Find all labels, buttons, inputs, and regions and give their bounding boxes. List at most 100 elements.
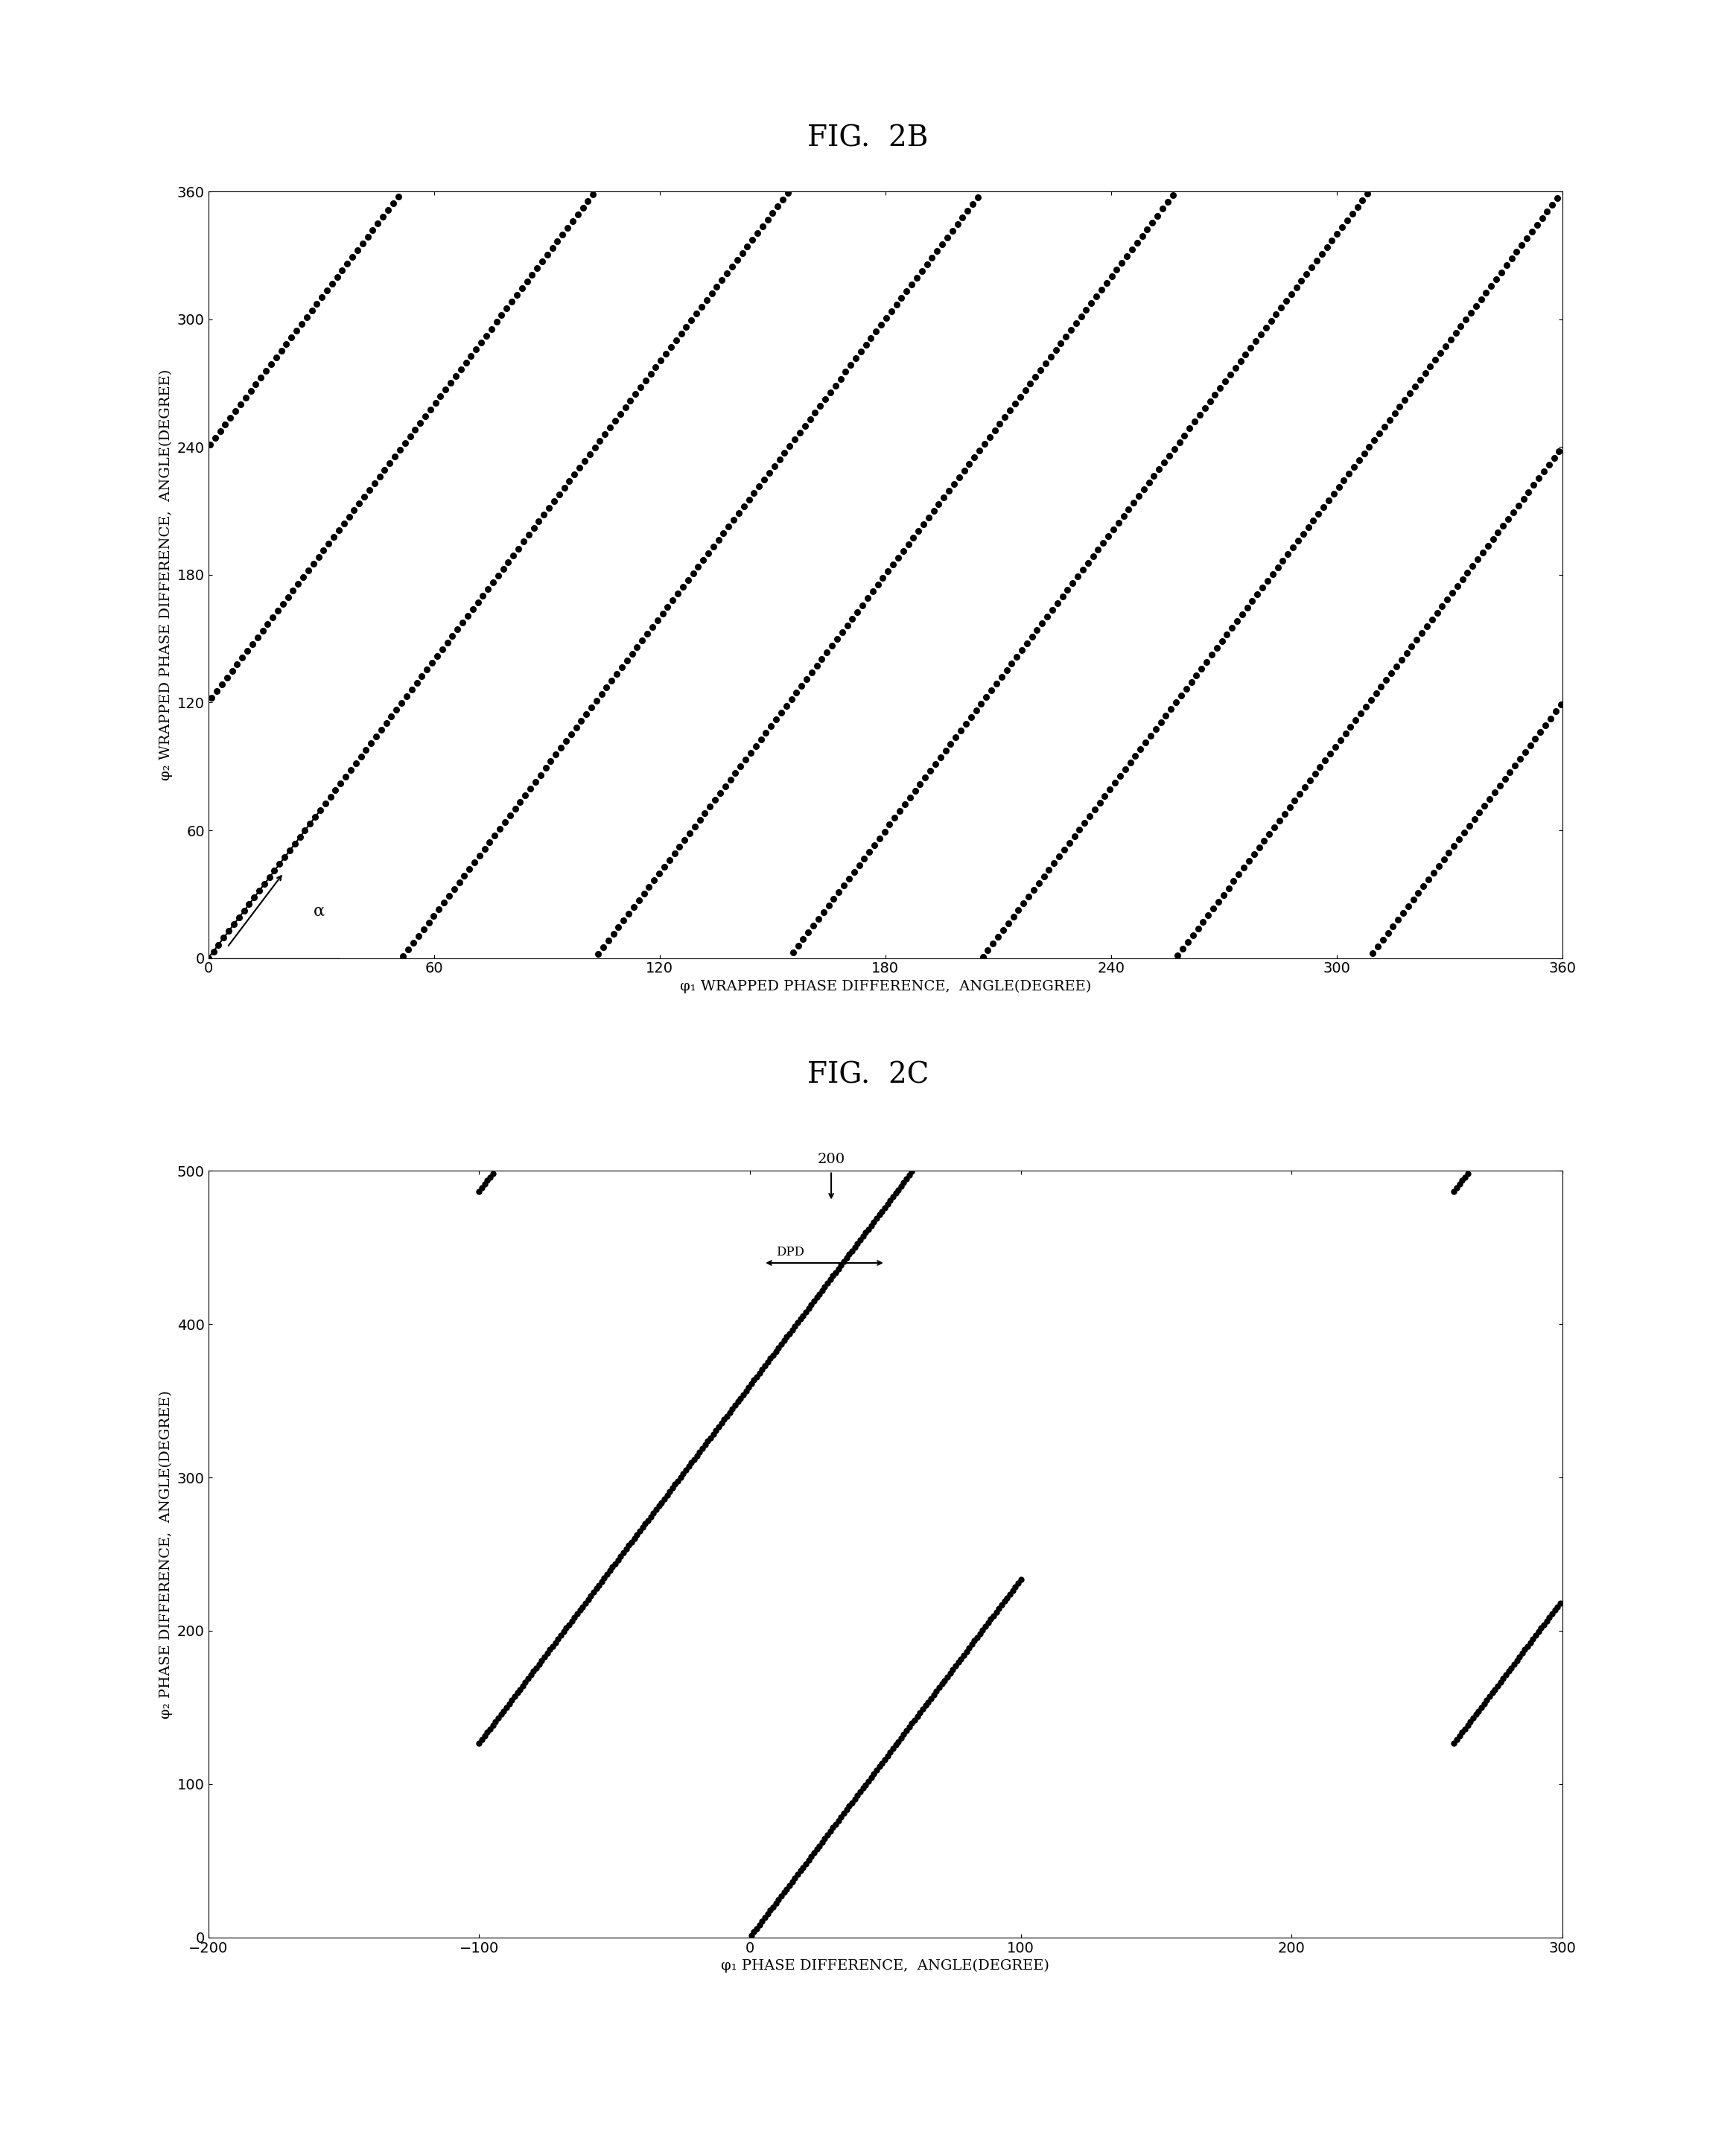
Point bbox=[625, 884, 653, 918]
Point bbox=[1146, 451, 1174, 485]
Point bbox=[1462, 1697, 1489, 1731]
Point bbox=[1290, 517, 1318, 551]
Point bbox=[943, 207, 970, 241]
Point bbox=[835, 1237, 863, 1271]
Y-axis label: φ₂ PHASE DIFFERENCE,  ANGLE(DEGREE): φ₂ PHASE DIFFERENCE, ANGLE(DEGREE) bbox=[160, 1390, 174, 1718]
Point bbox=[762, 1886, 790, 1920]
Point bbox=[594, 924, 621, 958]
Point bbox=[1189, 905, 1217, 939]
Point bbox=[536, 1633, 564, 1667]
Point bbox=[536, 745, 564, 779]
Point bbox=[582, 1571, 609, 1605]
Point bbox=[828, 615, 856, 649]
Point bbox=[1349, 183, 1377, 217]
Point bbox=[439, 620, 467, 654]
Point bbox=[566, 1592, 594, 1627]
Point bbox=[620, 890, 648, 924]
Point bbox=[783, 1305, 811, 1339]
Point bbox=[561, 458, 589, 492]
Point bbox=[479, 564, 507, 598]
Point bbox=[576, 436, 604, 471]
Point bbox=[601, 1546, 628, 1580]
Point bbox=[618, 1524, 646, 1558]
Point bbox=[1104, 505, 1132, 539]
Point bbox=[1533, 194, 1561, 228]
Point bbox=[889, 534, 917, 568]
Point bbox=[1149, 192, 1177, 226]
Point bbox=[948, 1641, 976, 1676]
Point bbox=[1443, 1171, 1470, 1205]
Point bbox=[509, 273, 536, 307]
Point bbox=[382, 692, 410, 726]
Point bbox=[1472, 1684, 1500, 1718]
Point bbox=[314, 526, 342, 560]
Point bbox=[746, 722, 774, 756]
Point bbox=[767, 1326, 795, 1360]
Point bbox=[1250, 824, 1278, 858]
Point bbox=[852, 1216, 880, 1250]
Point bbox=[1451, 1160, 1479, 1194]
Point bbox=[1509, 1637, 1536, 1671]
Point bbox=[806, 1277, 833, 1311]
Point bbox=[974, 1605, 1002, 1639]
Point bbox=[479, 1156, 507, 1190]
Point bbox=[904, 513, 932, 547]
Point bbox=[578, 690, 606, 724]
Point bbox=[477, 311, 505, 345]
Point bbox=[1517, 215, 1545, 249]
Point bbox=[901, 775, 929, 809]
Point bbox=[707, 777, 734, 811]
Point bbox=[1417, 349, 1444, 383]
Point bbox=[1194, 898, 1222, 933]
Point bbox=[203, 675, 231, 709]
Point bbox=[1147, 705, 1175, 739]
Point bbox=[1302, 243, 1330, 277]
Point bbox=[703, 270, 731, 304]
Point bbox=[1500, 494, 1528, 528]
Point bbox=[1408, 615, 1436, 649]
Point bbox=[859, 1756, 887, 1790]
Point bbox=[1451, 1712, 1479, 1746]
Point bbox=[1498, 243, 1526, 277]
Point bbox=[543, 224, 571, 258]
Point bbox=[583, 683, 611, 717]
Point bbox=[790, 1299, 818, 1333]
Point bbox=[460, 845, 488, 879]
Point bbox=[1502, 747, 1529, 781]
Point bbox=[1246, 317, 1274, 351]
Point bbox=[653, 1478, 681, 1512]
Point bbox=[936, 1656, 963, 1690]
Point bbox=[552, 1612, 580, 1646]
Point bbox=[797, 1839, 825, 1874]
Point bbox=[417, 392, 444, 426]
Point bbox=[556, 464, 583, 498]
Point bbox=[627, 370, 654, 405]
Point bbox=[464, 585, 491, 620]
Point bbox=[826, 362, 854, 396]
Point bbox=[510, 524, 538, 558]
Point bbox=[930, 481, 958, 515]
Point bbox=[759, 1891, 786, 1925]
Point bbox=[340, 494, 368, 528]
Point bbox=[1311, 743, 1338, 777]
Point bbox=[1392, 637, 1420, 671]
Point bbox=[498, 1684, 526, 1718]
Point bbox=[891, 1165, 918, 1199]
Point bbox=[589, 930, 616, 964]
Point bbox=[1366, 417, 1394, 451]
Point bbox=[674, 562, 701, 596]
Point bbox=[200, 935, 227, 969]
Point bbox=[1078, 285, 1106, 319]
Point bbox=[1156, 692, 1184, 726]
Point bbox=[1443, 568, 1470, 603]
Point bbox=[1177, 664, 1205, 698]
Point bbox=[488, 298, 516, 332]
Point bbox=[1472, 275, 1500, 309]
Point bbox=[519, 511, 547, 545]
Point bbox=[1038, 592, 1066, 626]
Point bbox=[816, 1262, 844, 1297]
Point bbox=[778, 681, 806, 715]
Point bbox=[1082, 792, 1109, 826]
Point bbox=[715, 509, 743, 543]
Point bbox=[863, 1752, 891, 1786]
